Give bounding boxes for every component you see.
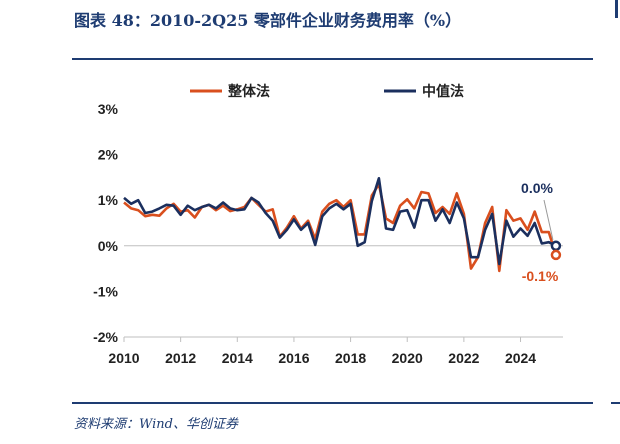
x-tick-label: 2020 — [392, 350, 423, 366]
annotations: 0.0% -0.1% — [521, 180, 559, 284]
x-axis: 2010 2012 2014 2016 2018 2020 2022 2024 — [108, 245, 563, 366]
y-tick-label: 1% — [98, 192, 119, 208]
annotation-median: 0.0% — [521, 180, 553, 196]
plot-area — [123, 177, 562, 273]
y-tick-label: -1% — [93, 283, 118, 299]
x-tick-label: 2024 — [505, 350, 536, 366]
median-end-marker — [550, 240, 562, 252]
edge-mark-bottom — [611, 402, 620, 404]
x-tick-label: 2022 — [448, 350, 479, 366]
x-tick-label: 2012 — [165, 350, 196, 366]
x-tick-label: 2016 — [278, 350, 309, 366]
legend: 整体法 中值法 — [190, 83, 464, 100]
legend-label-median: 中值法 — [422, 83, 464, 100]
y-tick-label: -2% — [93, 329, 118, 345]
source-note: 资料来源：Wind、华创证券 — [74, 417, 238, 432]
top-rule — [72, 58, 593, 60]
y-tick-label: 0% — [98, 238, 119, 254]
edge-mark-top — [615, 0, 618, 18]
figure-title: 图表 48：2010-2Q25 零部件企业财务费用率（%） — [74, 11, 462, 30]
series-line-median — [123, 177, 557, 266]
y-axis: -2% -1% 0% 1% 2% 3% — [93, 101, 118, 345]
annotation-overall: -0.1% — [522, 268, 559, 284]
y-tick-label: 3% — [98, 101, 119, 117]
y-tick-label: 2% — [98, 147, 119, 163]
x-tick-label: 2010 — [108, 350, 139, 366]
series-line-overall — [123, 182, 558, 273]
overall-end-marker — [550, 249, 562, 261]
bottom-rule — [72, 402, 593, 404]
x-tick-label: 2018 — [335, 350, 366, 366]
annotation-leader — [543, 199, 554, 240]
legend-label-overall: 整体法 — [227, 83, 270, 100]
x-tick-label: 2014 — [222, 350, 253, 366]
